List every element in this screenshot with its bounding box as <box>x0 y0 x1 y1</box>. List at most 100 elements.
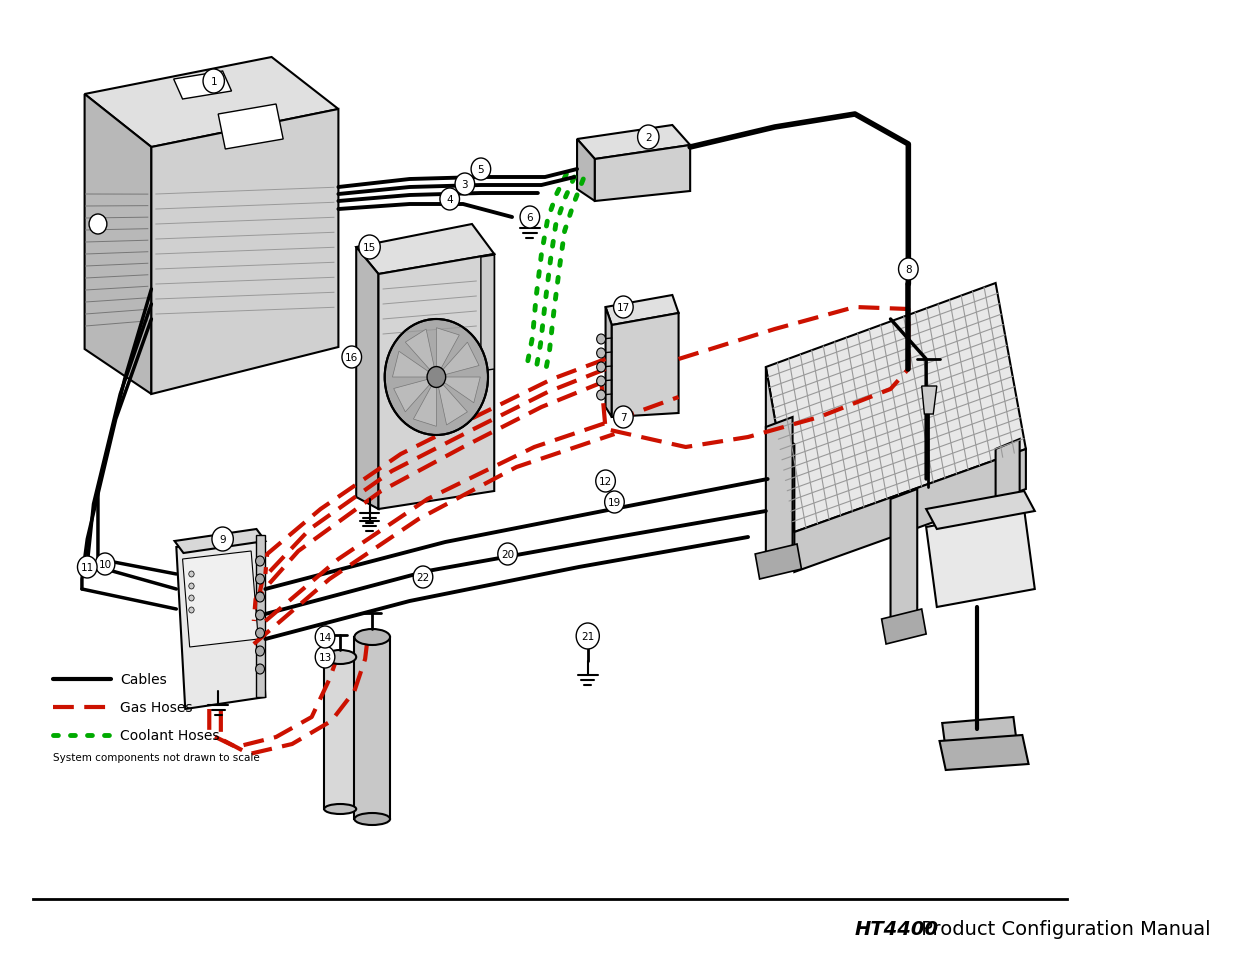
Text: 5: 5 <box>478 165 484 174</box>
Circle shape <box>454 173 474 195</box>
Circle shape <box>256 575 264 584</box>
Circle shape <box>189 572 194 578</box>
Polygon shape <box>921 387 937 415</box>
Circle shape <box>342 347 362 369</box>
Circle shape <box>89 214 107 234</box>
Circle shape <box>189 596 194 601</box>
Circle shape <box>189 583 194 589</box>
Circle shape <box>203 70 225 94</box>
Circle shape <box>78 557 98 578</box>
Circle shape <box>385 319 488 436</box>
Circle shape <box>95 554 115 576</box>
Polygon shape <box>85 58 338 148</box>
Circle shape <box>414 566 432 588</box>
Text: 21: 21 <box>582 631 594 641</box>
Ellipse shape <box>354 629 390 645</box>
Text: 11: 11 <box>80 562 94 573</box>
Polygon shape <box>605 295 678 326</box>
Polygon shape <box>177 536 266 709</box>
Ellipse shape <box>324 804 356 814</box>
Polygon shape <box>766 284 1026 533</box>
Polygon shape <box>940 735 1029 770</box>
Polygon shape <box>174 530 266 554</box>
Polygon shape <box>405 330 436 377</box>
Circle shape <box>212 527 233 552</box>
Polygon shape <box>942 718 1016 750</box>
Polygon shape <box>882 609 926 644</box>
Text: 6: 6 <box>526 213 534 223</box>
Text: 9: 9 <box>220 535 226 544</box>
Text: 17: 17 <box>616 303 630 313</box>
Circle shape <box>595 471 615 493</box>
Circle shape <box>189 607 194 614</box>
Circle shape <box>597 376 605 387</box>
Text: HT4400: HT4400 <box>855 920 939 939</box>
Polygon shape <box>174 71 231 100</box>
Text: Gas Hoses: Gas Hoses <box>120 700 193 714</box>
Circle shape <box>256 646 264 657</box>
Text: Product Configuration Manual: Product Configuration Manual <box>915 920 1212 939</box>
Ellipse shape <box>354 813 390 825</box>
Polygon shape <box>356 225 494 274</box>
Text: Cables: Cables <box>120 672 167 686</box>
Text: 19: 19 <box>608 497 621 507</box>
Text: Coolant Hoses: Coolant Hoses <box>120 728 220 742</box>
Circle shape <box>605 492 624 514</box>
Text: 1: 1 <box>210 77 217 87</box>
Text: 12: 12 <box>599 476 613 486</box>
Polygon shape <box>436 329 459 377</box>
Polygon shape <box>595 146 690 202</box>
Text: 13: 13 <box>319 652 332 662</box>
Polygon shape <box>378 254 494 510</box>
Polygon shape <box>605 308 611 417</box>
Text: 7: 7 <box>620 413 626 422</box>
Circle shape <box>256 610 264 620</box>
Polygon shape <box>219 105 283 150</box>
Polygon shape <box>577 126 690 160</box>
Polygon shape <box>436 377 480 403</box>
Polygon shape <box>577 140 595 202</box>
Circle shape <box>256 664 264 675</box>
Polygon shape <box>393 352 436 377</box>
Polygon shape <box>257 536 266 698</box>
Polygon shape <box>755 544 802 579</box>
Polygon shape <box>394 377 436 413</box>
Circle shape <box>359 235 380 260</box>
Circle shape <box>256 593 264 602</box>
Polygon shape <box>324 658 356 809</box>
Polygon shape <box>987 559 1029 595</box>
Text: 8: 8 <box>905 265 911 274</box>
Text: 22: 22 <box>416 573 430 582</box>
Polygon shape <box>794 450 1026 573</box>
Circle shape <box>597 335 605 345</box>
Text: 14: 14 <box>319 633 332 642</box>
Text: 10: 10 <box>99 559 111 569</box>
Polygon shape <box>436 343 479 377</box>
Polygon shape <box>356 248 378 510</box>
Polygon shape <box>152 110 338 395</box>
Circle shape <box>637 126 659 150</box>
Polygon shape <box>926 510 1035 607</box>
Circle shape <box>427 367 446 388</box>
Polygon shape <box>995 439 1020 579</box>
Text: 4: 4 <box>446 194 453 205</box>
Circle shape <box>315 646 335 668</box>
Polygon shape <box>480 255 494 372</box>
Circle shape <box>597 391 605 400</box>
Text: 15: 15 <box>363 243 377 253</box>
Polygon shape <box>611 314 678 417</box>
Ellipse shape <box>324 650 356 664</box>
Text: 2: 2 <box>645 132 652 143</box>
Polygon shape <box>183 552 258 647</box>
Circle shape <box>440 189 459 211</box>
Polygon shape <box>926 492 1035 530</box>
Polygon shape <box>766 368 794 533</box>
Circle shape <box>471 159 490 181</box>
Circle shape <box>597 349 605 358</box>
Polygon shape <box>414 377 436 427</box>
Circle shape <box>597 363 605 373</box>
Polygon shape <box>436 377 467 425</box>
Polygon shape <box>890 490 918 629</box>
Circle shape <box>256 628 264 639</box>
Circle shape <box>614 407 634 429</box>
